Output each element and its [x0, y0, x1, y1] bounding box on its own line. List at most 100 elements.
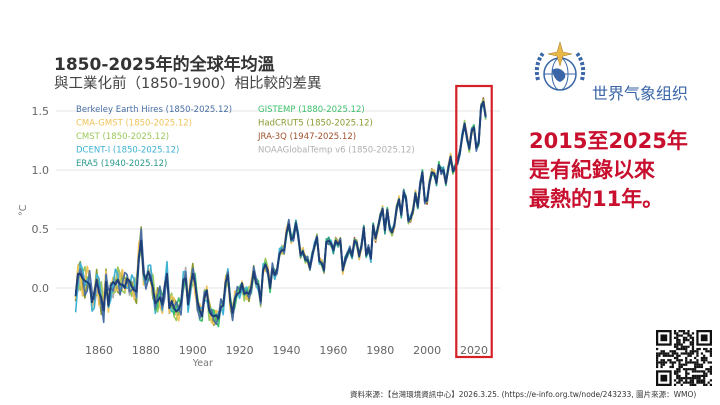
- qr-module: [667, 352, 670, 355]
- qr-module: [678, 361, 681, 364]
- qr-module: [680, 334, 683, 337]
- qr-module: [660, 352, 663, 355]
- qr-module: [687, 372, 690, 375]
- qr-module: [703, 347, 706, 351]
- qr-module: [682, 377, 686, 380]
- qr-module: [673, 336, 677, 339]
- qr-module: [682, 338, 686, 342]
- qr-module: [678, 363, 681, 366]
- qr-module: [680, 363, 683, 366]
- wmo-logo-icon: [534, 41, 586, 91]
- qr-module: [685, 368, 688, 371]
- qr-module: [671, 361, 674, 364]
- x-tick-label: 1920: [226, 344, 254, 357]
- qr-module: [656, 356, 659, 360]
- qr-module: [707, 368, 710, 371]
- qr-module: [669, 359, 672, 362]
- qr-module: [696, 350, 699, 353]
- qr-module: [689, 354, 692, 357]
- qr-module: [676, 341, 679, 344]
- qr-module: [676, 338, 679, 342]
- qr-module: [685, 374, 688, 378]
- qr-module: [698, 347, 701, 351]
- qr-module: [696, 381, 699, 384]
- qr-module: [662, 361, 665, 364]
- qr-module: [656, 347, 659, 351]
- qr-module: [682, 345, 686, 348]
- qr-module: [691, 368, 695, 371]
- qr-module: [678, 359, 681, 362]
- qr-module: [669, 365, 672, 369]
- qr-module: [678, 381, 681, 384]
- qr-module: [678, 343, 681, 346]
- qr-module: [689, 341, 692, 344]
- qr-module: [698, 363, 701, 366]
- qr-module: [709, 379, 712, 382]
- qr-module: [676, 336, 679, 339]
- x-tick-label: 1900: [179, 344, 207, 357]
- qr-module: [687, 330, 690, 333]
- qr-module: [698, 381, 701, 384]
- source-link[interactable]: https://e-info.org.tw/node/243233: [504, 390, 632, 399]
- chart-subtitle: 與工業化前（1850-1900）相比較的差異: [54, 76, 322, 92]
- x-tick-label: 1860: [85, 344, 113, 357]
- qr-module: [660, 350, 663, 353]
- qr-module: [691, 370, 695, 373]
- qr-module: [685, 359, 688, 362]
- x-tick-label: 2000: [413, 344, 441, 357]
- source-prefix: 資料來源：【台灣環境資訊中心】2026.3.25. (: [350, 390, 505, 399]
- qr-module: [696, 363, 699, 366]
- qr-module: [696, 361, 699, 364]
- qr-module: [703, 359, 706, 362]
- qr-module: [696, 354, 699, 357]
- qr-module: [660, 359, 663, 362]
- chart-title: 1850-2025年的全球年均溫: [54, 55, 275, 75]
- qr-module: [687, 368, 690, 371]
- qr-code-icon[interactable]: [656, 330, 712, 386]
- qr-module: [673, 352, 677, 355]
- qr-module: [687, 338, 690, 342]
- qr-module: [700, 365, 704, 369]
- qr-module: [673, 370, 677, 373]
- qr-module: [698, 365, 701, 369]
- qr-module: [709, 365, 712, 369]
- qr-module: [680, 359, 683, 362]
- qr-module: [682, 363, 686, 366]
- qr-module: [676, 354, 679, 357]
- qr-module: [676, 377, 679, 380]
- qr-module: [664, 361, 668, 364]
- legend-item: ERA5 (1940-2025.12): [76, 159, 167, 169]
- x-axis-label: Year: [192, 358, 213, 369]
- qr-module: [694, 377, 697, 380]
- qr-module: [678, 338, 681, 342]
- qr-module: [685, 372, 688, 375]
- y-tick-label: 1.0: [32, 164, 50, 177]
- legend-item: GISTEMP (1880-2025.12): [258, 105, 365, 115]
- qr-module: [700, 379, 704, 382]
- legend-item: HadCRUT5 (1850-2025.12): [258, 119, 373, 129]
- qr-module: [676, 343, 679, 346]
- source-citation: 資料來源：【台灣環境資訊中心】2026.3.25. (https://e-inf…: [350, 389, 696, 400]
- qr-module: [691, 332, 695, 335]
- qr-module: [682, 332, 686, 335]
- wmo-name: 世界气象组织: [592, 84, 689, 103]
- highlight-box-2015-2025: [455, 84, 493, 359]
- legend-item: CMST (1850-2025.12): [76, 132, 169, 142]
- qr-module: [689, 383, 692, 386]
- qr-module: [689, 361, 692, 364]
- qr-module: [680, 379, 683, 382]
- qr-module: [673, 332, 677, 335]
- qr-module: [703, 356, 706, 360]
- qr-module: [703, 377, 706, 380]
- qr-module: [678, 370, 681, 373]
- y-tick-label: 0.0: [32, 282, 50, 295]
- qr-module: [709, 354, 712, 357]
- legend-item: CMA-GMST (1850-2025.12): [76, 119, 192, 129]
- qr-module: [685, 361, 688, 364]
- qr-module: [676, 368, 679, 371]
- headline: 2015至2025年 是有紀錄以來 最熱的11年。: [529, 127, 688, 214]
- qr-module: [673, 361, 677, 364]
- qr-module: [703, 354, 706, 357]
- qr-module: [680, 347, 683, 351]
